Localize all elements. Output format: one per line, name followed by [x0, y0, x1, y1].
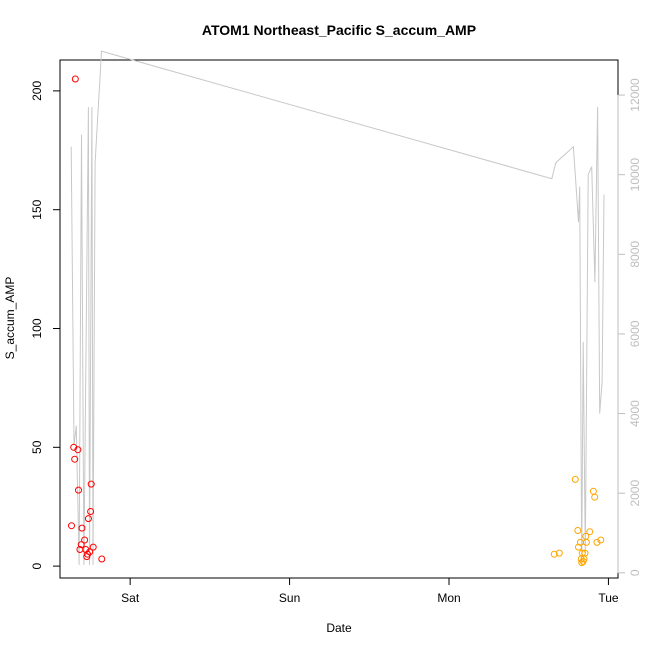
- line-layer: [70, 50, 605, 565]
- y-tick-label: 100: [30, 318, 44, 338]
- series-line: [70, 50, 605, 565]
- data-point-series-2: [582, 538, 590, 546]
- data-point-series-2: [555, 549, 563, 557]
- data-point-series-1: [84, 515, 92, 523]
- data-point-series-2: [581, 549, 589, 557]
- chart-title: ATOM1 Northeast_Pacific S_accum_AMP: [202, 22, 476, 38]
- y-tick-label: 200: [30, 81, 44, 101]
- x-tick-label: Tue: [598, 591, 619, 605]
- data-point-series-1: [71, 75, 79, 83]
- data-point-series-1: [86, 548, 94, 556]
- data-point-series-2: [571, 475, 579, 483]
- y-axis-label: S_accum_AMP: [3, 277, 17, 360]
- data-point-series-2: [575, 543, 582, 551]
- x-tick-label: Sat: [121, 591, 140, 605]
- right-y-tick-label: 8000: [628, 241, 642, 268]
- data-point-series-1: [89, 543, 97, 551]
- right-y-tick-label: 0: [628, 569, 642, 576]
- y-tick-label: 0: [30, 562, 44, 569]
- data-point-series-1: [87, 508, 95, 515]
- right-y-axis: 0 2000 4000 6000 8000 10000 12000: [617, 78, 642, 576]
- data-point-series-1: [71, 455, 79, 463]
- data-point-series-2: [574, 527, 582, 534]
- data-point-series-1: [77, 541, 85, 549]
- y-tick-label: 150: [30, 199, 44, 219]
- data-point-series-1: [75, 486, 82, 494]
- data-point-series-1: [81, 536, 89, 544]
- points-layer: [68, 75, 605, 567]
- data-point-series-2: [586, 528, 594, 536]
- x-axis: Sat Sun Mon Tue: [121, 577, 619, 605]
- right-y-tick-label: 12000: [628, 78, 642, 112]
- data-point-series-1: [78, 524, 86, 532]
- data-point-series-2: [597, 536, 605, 544]
- right-y-tick-label: 6000: [628, 320, 642, 347]
- y-tick-label: 50: [30, 440, 44, 454]
- data-point-series-2: [578, 559, 586, 567]
- data-point-series-1: [87, 480, 95, 488]
- data-point-series-1: [68, 522, 75, 530]
- data-point-series-2: [593, 538, 601, 546]
- y-axis: 0 50 100 150 200: [30, 81, 61, 569]
- data-point-series-2: [550, 550, 558, 558]
- right-y-tick-label: 2000: [628, 480, 642, 507]
- x-tick-label: Mon: [437, 591, 460, 605]
- x-tick-label: Sun: [279, 591, 300, 605]
- data-point-series-1: [98, 555, 106, 563]
- right-y-tick-label: 4000: [628, 400, 642, 427]
- data-point-series-1: [84, 550, 92, 558]
- right-y-tick-label: 10000: [628, 158, 642, 192]
- data-point-series-1: [74, 446, 82, 454]
- data-point-series-2: [591, 493, 599, 501]
- x-axis-label: Date: [326, 621, 352, 635]
